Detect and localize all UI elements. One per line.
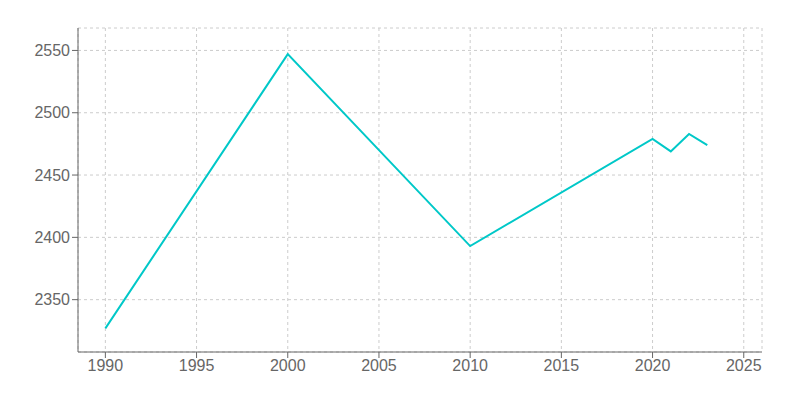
svg-text:2020: 2020 xyxy=(635,357,671,374)
svg-text:2010: 2010 xyxy=(452,357,488,374)
svg-text:2500: 2500 xyxy=(34,104,70,121)
svg-text:2025: 2025 xyxy=(726,357,762,374)
svg-text:2450: 2450 xyxy=(34,167,70,184)
svg-text:2015: 2015 xyxy=(544,357,580,374)
svg-text:1990: 1990 xyxy=(88,357,124,374)
svg-text:2550: 2550 xyxy=(34,42,70,59)
svg-text:2000: 2000 xyxy=(270,357,306,374)
svg-text:2005: 2005 xyxy=(361,357,397,374)
svg-text:1995: 1995 xyxy=(179,357,215,374)
svg-text:2350: 2350 xyxy=(34,291,70,308)
svg-text:2400: 2400 xyxy=(34,229,70,246)
